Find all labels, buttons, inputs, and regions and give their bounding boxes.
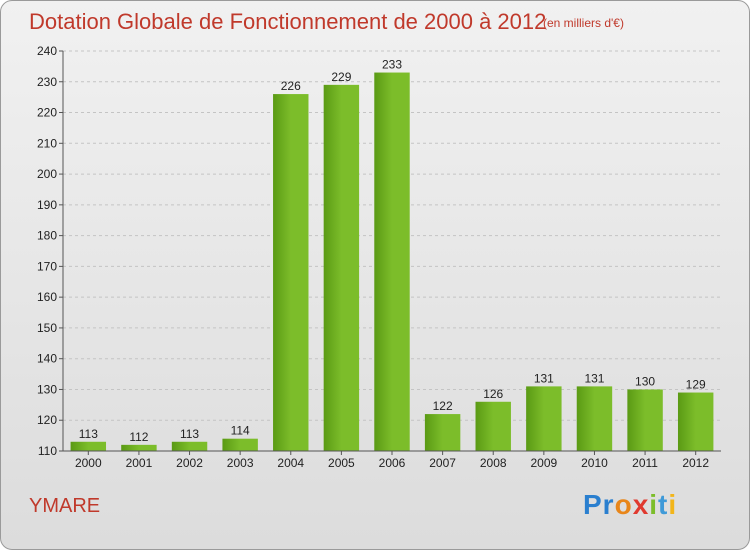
bar-2005 bbox=[323, 84, 360, 451]
bars: 113 112 113 114 226 229 233 122 126 131 131 130 129 bbox=[70, 58, 714, 452]
logo-part: i bbox=[668, 489, 678, 520]
x-tick-label: 2009 bbox=[530, 456, 557, 470]
bar-value-label: 114 bbox=[231, 424, 250, 438]
x-tick-label: 2012 bbox=[682, 456, 709, 470]
x-tick-label: 2001 bbox=[126, 456, 153, 470]
logo-part: Pr bbox=[583, 489, 615, 520]
y-tick-label: 230 bbox=[37, 75, 57, 89]
bar-2010 bbox=[576, 386, 613, 451]
x-tick-label: 2006 bbox=[379, 456, 406, 470]
logo-part: x bbox=[632, 489, 650, 520]
x-tick-label: 2008 bbox=[480, 456, 507, 470]
chart-title: Dotation Globale de Fonctionnement de 20… bbox=[29, 9, 547, 34]
bar-value-label: 131 bbox=[584, 371, 604, 385]
y-tick-label: 160 bbox=[37, 290, 57, 304]
bar-2004 bbox=[273, 94, 309, 452]
x-tick-label: 2003 bbox=[227, 456, 254, 470]
bar-2002 bbox=[171, 441, 208, 451]
bar-value-label: 113 bbox=[180, 427, 199, 441]
bar-value-label: 112 bbox=[129, 430, 148, 444]
bar-value-label: 131 bbox=[534, 371, 554, 385]
chart-subtitle: (en milliers d'€) bbox=[543, 16, 624, 30]
y-tick-label: 110 bbox=[38, 444, 57, 458]
bar-value-label: 129 bbox=[686, 378, 706, 392]
bar-value-label: 113 bbox=[79, 427, 98, 441]
x-tick-label: 2004 bbox=[277, 456, 304, 470]
bar-value-label: 229 bbox=[331, 70, 351, 84]
logo-part: o bbox=[614, 489, 633, 520]
commune-name: YMARE bbox=[29, 495, 101, 517]
proxiti-logo: Proxiti bbox=[583, 489, 677, 521]
bar-2001 bbox=[121, 444, 157, 451]
logo-part: i bbox=[649, 489, 659, 520]
bar-2006 bbox=[374, 72, 410, 452]
bar-2008 bbox=[475, 401, 511, 451]
bar-2011 bbox=[627, 389, 663, 451]
y-tick-label: 220 bbox=[37, 106, 57, 120]
x-tick-label: 2010 bbox=[581, 456, 608, 470]
x-axis: 2000 2001 2002 2003 2004 2005 2006 2007 2008 2009… bbox=[63, 450, 721, 470]
y-tick-label: 140 bbox=[37, 352, 57, 366]
bar-value-label: 126 bbox=[483, 387, 503, 401]
y-tick-label: 200 bbox=[37, 167, 57, 181]
bar-2003 bbox=[222, 438, 258, 451]
y-tick-label: 240 bbox=[37, 44, 57, 58]
bar-2000 bbox=[70, 441, 107, 451]
x-tick-label: 2007 bbox=[429, 456, 456, 470]
y-tick-label: 190 bbox=[37, 198, 57, 212]
bar-value-label: 226 bbox=[281, 79, 301, 93]
y-tick-label: 130 bbox=[37, 382, 57, 396]
y-tick-label: 120 bbox=[37, 413, 57, 427]
x-tick-label: 2011 bbox=[632, 456, 658, 470]
x-tick-label: 2000 bbox=[75, 456, 102, 470]
bar-2007 bbox=[424, 414, 461, 451]
bar-2012 bbox=[677, 392, 714, 451]
bar-value-label: 233 bbox=[382, 58, 402, 72]
y-tick-label: 180 bbox=[37, 229, 57, 243]
x-tick-label: 2005 bbox=[328, 456, 355, 470]
y-tick-label: 150 bbox=[37, 321, 57, 335]
x-tick-label: 2002 bbox=[176, 456, 203, 470]
y-tick-label: 170 bbox=[37, 259, 57, 273]
bar-value-label: 122 bbox=[433, 399, 453, 413]
y-tick-label: 210 bbox=[37, 136, 57, 150]
bar-value-label: 130 bbox=[635, 374, 655, 388]
y-axis: 110 120 130 140 150 160 170 180 190 200 210 220 230 2… bbox=[37, 44, 64, 458]
bar-2009 bbox=[526, 386, 562, 451]
logo-part: t bbox=[658, 489, 669, 520]
